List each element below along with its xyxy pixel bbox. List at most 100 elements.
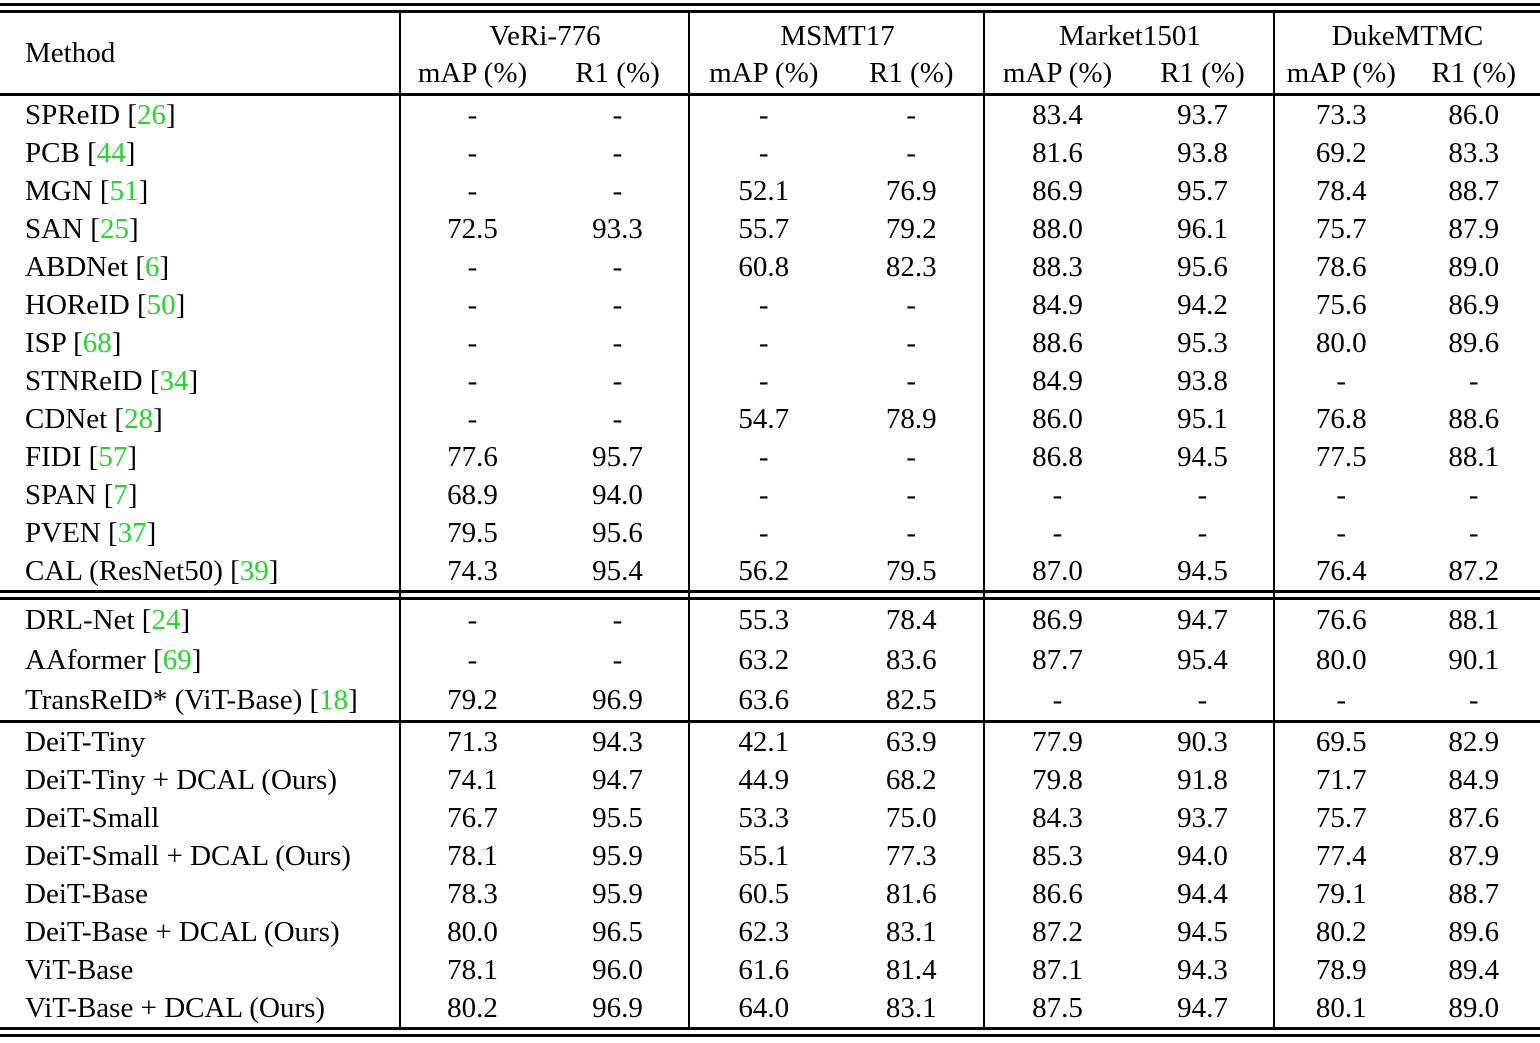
value-cell-veri-map: - (400, 248, 545, 286)
table-row: HOReID [50] - - - - 84.9 94.2 75.6 86.9 (0, 286, 1540, 324)
citation-number: 51 (110, 175, 139, 207)
value-cell-msmt-map: 64.0 (690, 989, 838, 1027)
method-name: DeiT-Tiny (25, 726, 145, 758)
value-cell-duke-r1: 89.0 (1408, 248, 1540, 286)
method-name: CDNet (25, 403, 107, 435)
value-cell-msmt-r1: - (838, 286, 986, 324)
value-cell-msmt-map: - (690, 96, 838, 134)
value-cell-msmt-r1: 79.2 (838, 210, 986, 248)
section-divider-double (0, 590, 1540, 600)
value-cell-veri-r1: - (545, 362, 690, 400)
method-name: AAformer (25, 644, 146, 676)
value-cell-market-map: 86.8 (985, 438, 1130, 476)
value-cell-duke-map: 76.8 (1275, 400, 1408, 438)
value-cell-duke-r1: 86.0 (1408, 96, 1540, 134)
method-name: DeiT-Small + DCAL (Ours) (25, 840, 351, 872)
citation-bracket-close: ] (147, 517, 157, 549)
value-cell-duke-r1: 88.6 (1408, 400, 1540, 438)
value-cell-duke-r1: 88.1 (1408, 600, 1540, 640)
column-divider (399, 13, 401, 1027)
value-cell-msmt-map: 44.9 (690, 761, 838, 799)
value-cell-veri-map: - (400, 286, 545, 324)
value-cell-duke-map: 80.0 (1275, 640, 1408, 680)
col-header-r1: R1 (%) (1408, 55, 1540, 93)
dataset-header-dukemtmc: DukeMTMC (1275, 13, 1540, 55)
value-cell-market-map: 87.2 (985, 913, 1130, 951)
value-cell-duke-r1: 82.9 (1408, 723, 1540, 761)
value-cell-veri-r1: - (545, 324, 690, 362)
citation-bracket-close: ] (112, 327, 122, 359)
value-cell-veri-r1: 94.3 (545, 723, 690, 761)
citation-bracket-open: [ (93, 175, 110, 207)
table-row: SPAN [7] 68.9 94.0 - - - - - - (0, 476, 1540, 514)
value-cell-veri-r1: - (545, 600, 690, 640)
value-cell-veri-r1: 95.4 (545, 552, 690, 590)
value-cell-msmt-map: 63.6 (690, 680, 838, 720)
method-cell: DeiT-Small [] (0, 799, 400, 837)
value-cell-market-map: 84.9 (985, 362, 1130, 400)
table-row: DeiT-Small + DCAL (Ours) [] 78.1 95.9 55… (0, 837, 1540, 875)
citation-bracket-close: ] (139, 175, 149, 207)
value-cell-veri-map: - (400, 600, 545, 640)
value-cell-duke-r1: 88.7 (1408, 875, 1540, 913)
citation-ref: [44] (80, 137, 136, 169)
citation-ref: [68] (66, 327, 122, 359)
value-cell-market-r1: 95.6 (1130, 248, 1275, 286)
citation-bracket-open: [ (223, 555, 240, 587)
citation-bracket-open: [ (135, 604, 152, 636)
value-cell-duke-r1: 87.6 (1408, 799, 1540, 837)
citation-ref: [50] (130, 289, 186, 321)
value-cell-msmt-r1: 68.2 (838, 761, 986, 799)
table-row: CDNet [28] - - 54.7 78.9 86.0 95.1 76.8 … (0, 400, 1540, 438)
value-cell-market-r1: 93.8 (1130, 134, 1275, 172)
value-cell-duke-map: 78.4 (1275, 172, 1408, 210)
table-row: MGN [51] - - 52.1 76.9 86.9 95.7 78.4 88… (0, 172, 1540, 210)
citation-number: 39 (240, 555, 269, 587)
value-cell-market-map: - (985, 514, 1130, 552)
value-cell-veri-map: - (400, 324, 545, 362)
value-cell-veri-map: 68.9 (400, 476, 545, 514)
value-cell-msmt-map: 60.8 (690, 248, 838, 286)
value-cell-msmt-map: - (690, 438, 838, 476)
value-cell-market-map: 81.6 (985, 134, 1130, 172)
value-cell-veri-r1: 96.9 (545, 680, 690, 720)
value-cell-veri-r1: 93.3 (545, 210, 690, 248)
table-bottom-rule (0, 1027, 1540, 1037)
citation-number: 7 (113, 479, 128, 511)
value-cell-duke-map: 80.1 (1275, 989, 1408, 1027)
citation-bracket-close: ] (153, 403, 163, 435)
citation-number: 50 (147, 289, 176, 321)
value-cell-veri-r1: 95.9 (545, 837, 690, 875)
value-cell-duke-map: 69.5 (1275, 723, 1408, 761)
value-cell-veri-r1: 94.0 (545, 476, 690, 514)
value-cell-duke-r1: - (1408, 514, 1540, 552)
value-cell-market-r1: 95.1 (1130, 400, 1275, 438)
value-cell-duke-map: 76.6 (1275, 600, 1408, 640)
value-cell-veri-r1: 96.0 (545, 951, 690, 989)
citation-number: 24 (151, 604, 180, 636)
value-cell-market-r1: 94.5 (1130, 913, 1275, 951)
value-cell-veri-r1: - (545, 400, 690, 438)
value-cell-market-r1: 96.1 (1130, 210, 1275, 248)
value-cell-duke-r1: 87.9 (1408, 837, 1540, 875)
citation-number: 57 (98, 441, 127, 473)
value-cell-msmt-r1: - (838, 362, 986, 400)
value-cell-msmt-r1: 83.1 (838, 989, 986, 1027)
value-cell-market-r1: 91.8 (1130, 761, 1275, 799)
table-row: SAN [25] 72.5 93.3 55.7 79.2 88.0 96.1 7… (0, 210, 1540, 248)
citation-bracket-open: [ (83, 213, 100, 245)
value-cell-msmt-map: 61.6 (690, 951, 838, 989)
citation-number: 68 (83, 327, 112, 359)
value-cell-msmt-map: 53.3 (690, 799, 838, 837)
value-cell-veri-map: 79.2 (400, 680, 545, 720)
value-cell-duke-map: 75.7 (1275, 799, 1408, 837)
method-name: ISP (25, 327, 66, 359)
table-row: DeiT-Base [] 78.3 95.9 60.5 81.6 86.6 94… (0, 875, 1540, 913)
col-header-r1: R1 (%) (838, 55, 986, 93)
table-row: DRL-Net [24] - - 55.3 78.4 86.9 94.7 76.… (0, 600, 1540, 640)
value-cell-msmt-map: 52.1 (690, 172, 838, 210)
table-row: SPReID [26] - - - - 83.4 93.7 73.3 86.0 (0, 96, 1540, 134)
value-cell-duke-map: 75.6 (1275, 286, 1408, 324)
value-cell-veri-map: 80.0 (400, 913, 545, 951)
value-cell-market-r1: 95.3 (1130, 324, 1275, 362)
